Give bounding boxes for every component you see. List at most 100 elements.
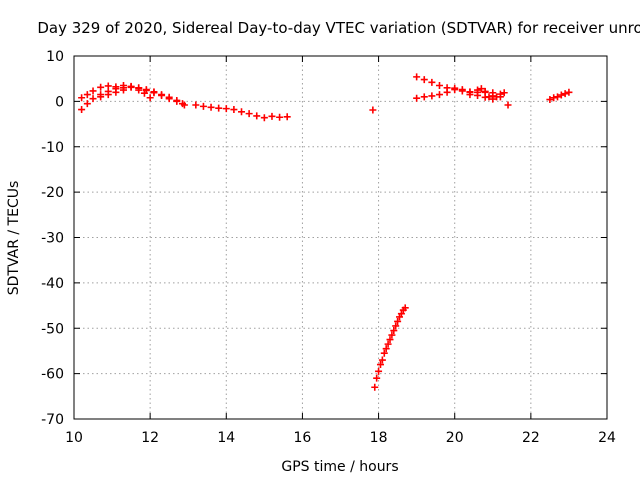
chart-title: Day 329 of 2020, Sidereal Day-to-day VTE…	[37, 19, 640, 37]
x-axis-label: GPS time / hours	[281, 459, 398, 475]
data-point-marker	[260, 114, 268, 122]
data-point-marker	[230, 106, 238, 114]
data-point-marker	[382, 345, 390, 353]
data-point-marker	[401, 304, 409, 312]
data-point-marker	[119, 86, 127, 94]
data-point-marker	[199, 102, 207, 110]
y-tick-label: -40	[41, 276, 64, 292]
y-tick-label: 0	[55, 94, 64, 110]
data-point-marker	[158, 91, 166, 99]
data-point-marker	[485, 93, 493, 101]
data-point-marker	[561, 90, 569, 98]
y-tick-label: -30	[41, 231, 64, 247]
data-point-marker	[428, 92, 436, 100]
data-point-marker	[550, 94, 558, 102]
data-point-marker	[207, 103, 215, 111]
data-point-marker	[496, 90, 504, 98]
data-point-marker	[500, 89, 508, 97]
data-point-marker	[135, 84, 143, 92]
data-point-marker	[97, 83, 105, 91]
data-point-marker	[142, 86, 150, 94]
data-point-marker	[89, 87, 97, 95]
data-point-marker	[466, 91, 474, 99]
data-point-marker	[373, 374, 381, 382]
data-point-marker	[546, 96, 554, 104]
data-point-marker	[477, 85, 485, 93]
x-tick-label: 16	[294, 430, 312, 446]
data-point-marker	[78, 94, 86, 102]
data-point-marker	[253, 112, 261, 120]
data-point-marker	[222, 105, 230, 113]
y-tick-label: -70	[41, 412, 64, 428]
x-tick-label: 12	[141, 430, 159, 446]
data-point-marker	[104, 82, 112, 90]
y-axis-label: SDTVAR / TECUs	[6, 181, 22, 296]
data-point-marker	[474, 86, 482, 94]
data-point-marker	[386, 336, 394, 344]
y-tick-label: -50	[41, 321, 64, 337]
data-point-marker	[397, 310, 405, 318]
data-point-marker	[245, 110, 253, 118]
data-point-marker	[78, 106, 86, 114]
tick-labels: 10 12 14 16 18 20 22 24 10 0 -10 -20 -30 -40 -50 -60 -70	[41, 49, 616, 446]
data-point-marker	[428, 78, 436, 86]
data-point-marker	[481, 88, 489, 96]
data-point-marker	[504, 101, 512, 109]
y-tick-label: -20	[41, 185, 64, 201]
data-point-marker	[112, 88, 120, 96]
data-point-marker	[413, 94, 421, 102]
x-tick-label: 22	[522, 430, 540, 446]
data-point-marker	[390, 327, 398, 335]
x-tick-label: 18	[370, 430, 388, 446]
data-point-marker	[89, 95, 97, 103]
data-point-marker	[420, 93, 428, 101]
data-point-marker	[489, 95, 497, 103]
data-point-marker	[127, 83, 135, 91]
x-tick-label: 10	[65, 430, 83, 446]
data-point-marker	[369, 106, 377, 114]
x-tick-label: 24	[598, 430, 616, 446]
data-point-marker	[388, 331, 396, 339]
data-point-marker	[376, 361, 384, 369]
data-point-marker	[413, 73, 421, 81]
data-point-marker	[554, 93, 562, 101]
data-point-marker	[140, 89, 148, 97]
x-tick-label: 20	[446, 430, 464, 446]
y-tick-label: -10	[41, 140, 64, 156]
data-point-marker	[173, 96, 181, 104]
x-tick-label: 14	[217, 430, 235, 446]
data-point-marker	[283, 113, 291, 121]
data-point-marker	[378, 356, 386, 364]
data-point-marker	[165, 93, 173, 101]
data-point-marker	[179, 100, 187, 108]
data-point-marker	[104, 91, 112, 99]
data-point-marker	[380, 349, 388, 357]
data-point-marker	[451, 84, 459, 92]
data-point-marker	[443, 88, 451, 96]
data-point-marker	[557, 91, 565, 99]
data-point-marker	[420, 76, 428, 84]
data-point-marker	[192, 101, 200, 109]
data-point-marker	[83, 91, 91, 99]
grid-lines	[74, 56, 607, 419]
data-point-marker	[146, 94, 154, 102]
data-point-marker	[238, 108, 246, 116]
axis-ticks	[73, 55, 608, 420]
data-point-marker	[215, 104, 223, 112]
data-points	[78, 73, 573, 391]
data-point-marker	[375, 367, 383, 375]
data-point-marker	[268, 112, 276, 120]
data-point-marker	[392, 322, 400, 330]
y-tick-label: 10	[46, 49, 64, 65]
data-point-marker	[435, 81, 443, 89]
data-point-marker	[493, 93, 501, 101]
y-tick-label: -60	[41, 367, 64, 383]
data-point-marker	[565, 88, 573, 96]
data-point-marker	[458, 86, 466, 94]
data-point-marker	[371, 383, 379, 391]
data-point-marker	[435, 91, 443, 99]
data-point-marker	[83, 100, 91, 108]
data-point-marker	[276, 113, 284, 121]
data-point-marker	[394, 317, 402, 325]
